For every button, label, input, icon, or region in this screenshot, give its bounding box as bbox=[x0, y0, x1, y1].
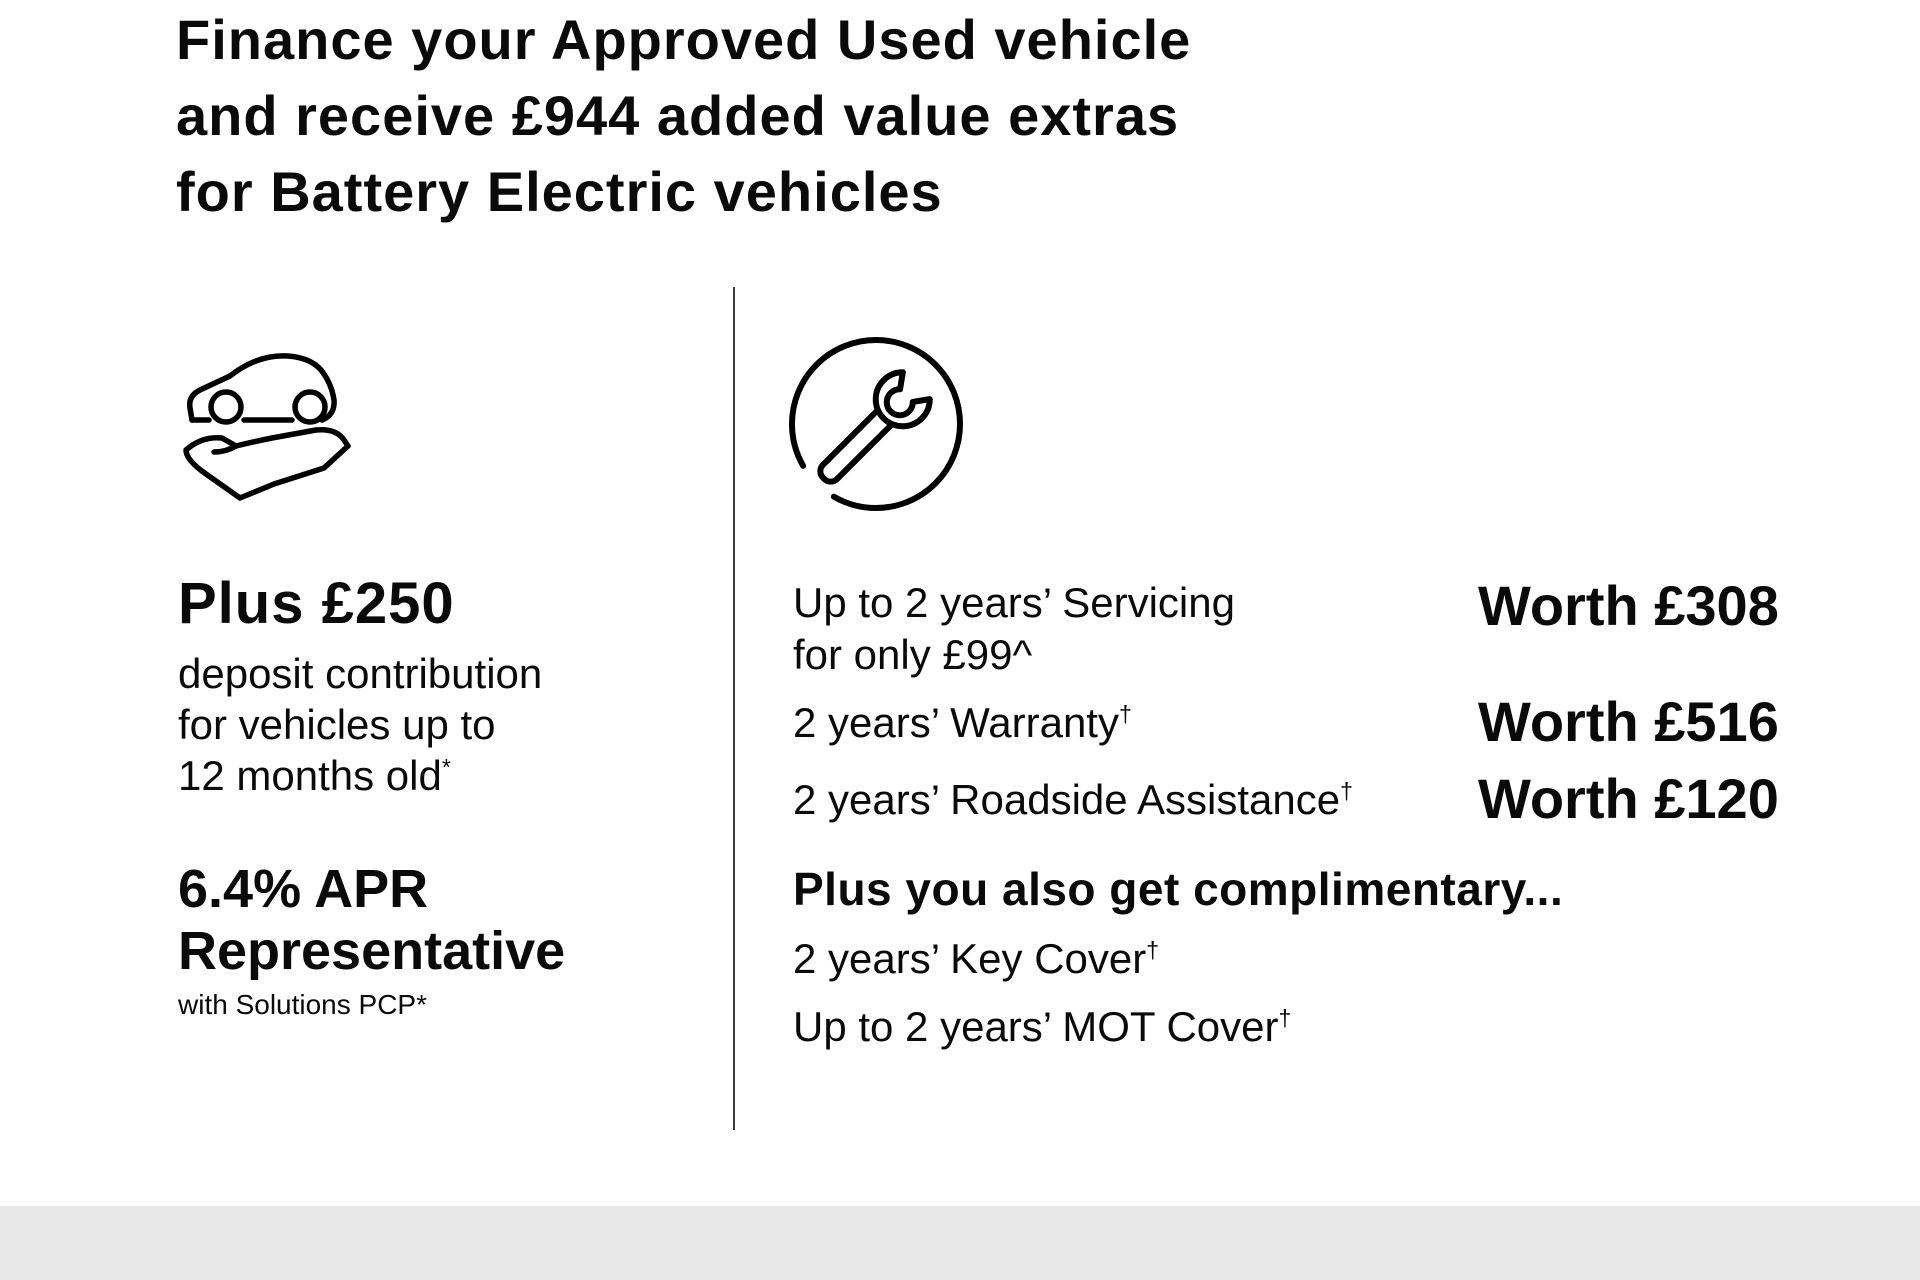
footnote-marker: † bbox=[1118, 701, 1132, 727]
deposit-offer-headline: Plus £250 bbox=[178, 575, 455, 633]
benefit-line: for only £99^ bbox=[793, 631, 1033, 678]
benefit-servicing: Up to 2 years’ Servicing for only £99^ bbox=[793, 577, 1235, 681]
deposit-body-line: deposit contribution bbox=[178, 650, 543, 697]
benefit-line: Up to 2 years’ Servicing bbox=[793, 579, 1235, 626]
benefit-warranty-worth: Worth £516 bbox=[1478, 690, 1779, 753]
complimentary-headline: Plus you also get complimentary... bbox=[793, 863, 1564, 915]
page-title-line: for Battery Electric vehicles bbox=[176, 160, 943, 223]
car-handover-icon bbox=[178, 346, 358, 506]
benefit-roadside: 2 years’ Roadside Assistance† bbox=[793, 776, 1353, 823]
deposit-body-line: for vehicles up to bbox=[178, 701, 496, 748]
benefit-warranty: 2 years’ Warranty† bbox=[793, 699, 1132, 746]
footnote-marker: † bbox=[1340, 778, 1353, 804]
apr-representative: Representative bbox=[178, 921, 566, 981]
solutions-pcp-note: with Solutions PCP* bbox=[178, 989, 428, 1020]
footnote-marker: † bbox=[1146, 937, 1160, 963]
footer-bar bbox=[0, 1206, 1920, 1280]
apr-rate: 6.4% APR bbox=[178, 859, 429, 919]
deposit-body-line: 12 months old* bbox=[178, 752, 451, 799]
footnote-marker: † bbox=[1278, 1005, 1292, 1031]
apr-offer-headline: 6.4% APR Representative bbox=[178, 858, 565, 982]
column-divider bbox=[733, 287, 735, 1130]
page-title-line: and receive £944 added value extras bbox=[176, 84, 1180, 147]
complimentary-key-cover: 2 years’ Key Cover† bbox=[793, 935, 1160, 982]
deposit-amount: Plus £250 bbox=[178, 571, 455, 636]
benefit-roadside-worth: Worth £120 bbox=[1478, 767, 1779, 830]
deposit-offer-body: deposit contribution for vehicles up to … bbox=[178, 648, 542, 801]
footnote-marker: * bbox=[441, 754, 451, 780]
complimentary-mot-cover: Up to 2 years’ MOT Cover† bbox=[793, 1003, 1292, 1050]
page-title-line: Finance your Approved Used vehicle bbox=[176, 8, 1192, 71]
benefit-servicing-worth: Worth £308 bbox=[1478, 574, 1779, 637]
wrench-icon bbox=[788, 334, 964, 514]
page-title: Finance your Approved Used vehicle and r… bbox=[176, 2, 1191, 230]
